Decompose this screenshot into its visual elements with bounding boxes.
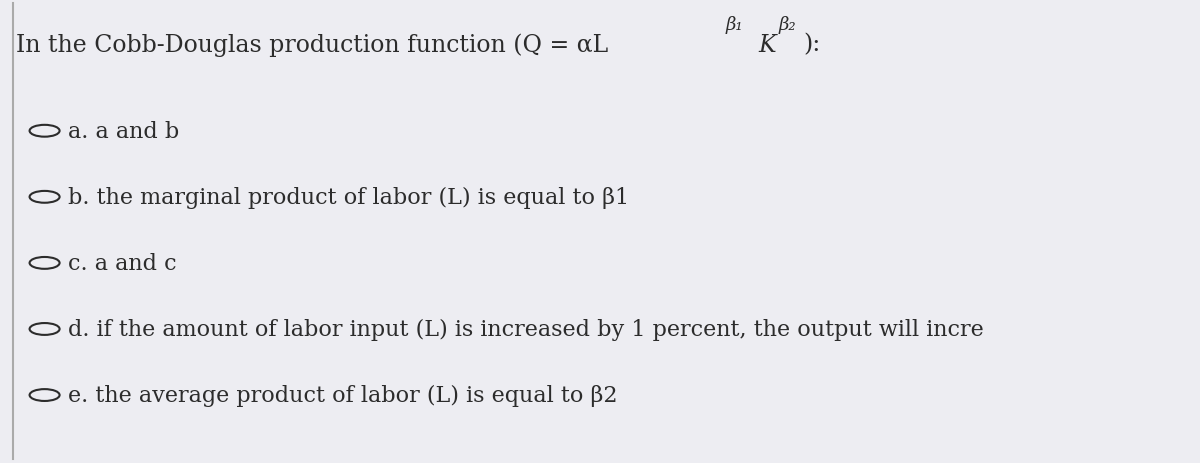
Text: In the Cobb-Douglas production function (Q = αL: In the Cobb-Douglas production function … — [16, 33, 608, 57]
Text: d. if the amount of labor input (L) is increased by 1 percent, the output will i: d. if the amount of labor input (L) is i… — [67, 318, 984, 340]
Text: K: K — [758, 34, 776, 56]
Text: ):: ): — [803, 34, 821, 56]
Text: c. a and c: c. a and c — [67, 252, 176, 274]
Text: b. the marginal product of labor (L) is equal to β1: b. the marginal product of labor (L) is … — [67, 187, 629, 208]
Text: β₂: β₂ — [779, 16, 797, 34]
Text: a. a and b: a. a and b — [67, 120, 179, 143]
Text: e. the average product of labor (L) is equal to β2: e. the average product of labor (L) is e… — [67, 384, 617, 406]
Text: β₁: β₁ — [726, 16, 744, 34]
